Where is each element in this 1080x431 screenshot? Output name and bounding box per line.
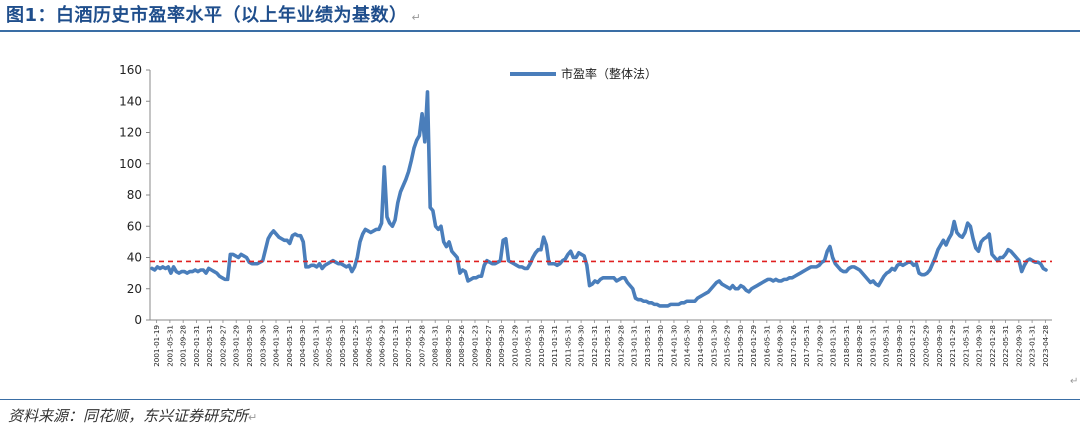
x-tick-label: 2001-01-19	[152, 325, 161, 367]
x-tick-label: 2002-05-31	[205, 325, 214, 367]
x-tick-label: 2004-01-30	[272, 325, 281, 367]
series-layer	[150, 90, 1052, 308]
y-axis-ticks: 0 20 40 60 80 100 120 140 160	[119, 63, 150, 327]
x-tick-label: 2002-09-27	[218, 325, 227, 367]
x-tick-label: 2018-01-31	[829, 325, 838, 367]
x-tick-label: 2006-05-31	[364, 325, 373, 367]
x-tick-label: 2018-09-28	[855, 325, 864, 367]
y-tick-label: 60	[127, 219, 142, 233]
x-tick-label: 2004-05-31	[285, 325, 294, 367]
x-tick-label: 2009-05-27	[484, 325, 493, 367]
x-tick-label: 2023-04-28	[1041, 325, 1050, 367]
x-tick-label: 2007-09-28	[417, 325, 426, 367]
legend-label: 市盈率（整体法）	[561, 66, 657, 81]
x-tick-label: 2013-09-30	[656, 325, 665, 367]
x-tick-label: 2011-09-30	[577, 325, 586, 367]
x-tick-label: 2004-09-30	[298, 325, 307, 367]
chart-legend: 市盈率（整体法）	[510, 66, 657, 81]
x-tick-label: 2010-05-31	[524, 325, 533, 367]
x-tick-label: 2016-01-29	[749, 325, 758, 367]
x-tick-label: 2005-01-31	[311, 325, 320, 367]
chart-axes	[149, 70, 1052, 321]
x-tick-label: 2012-05-31	[603, 325, 612, 367]
title-divider	[0, 30, 1080, 32]
x-tick-label: 2008-01-31	[431, 325, 440, 367]
figure-title-text: 图1：白酒历史市盈率水平（以上年业绩为基数）	[6, 5, 408, 26]
x-tick-label: 2022-01-28	[988, 325, 997, 367]
x-tick-label: 2003-09-30	[258, 325, 267, 367]
x-tick-label: 2020-09-30	[935, 325, 944, 367]
x-tick-label: 2021-05-31	[961, 325, 970, 367]
x-tick-label: 2010-09-30	[537, 325, 546, 367]
y-tick-label: 120	[119, 126, 142, 140]
x-tick-label: 2017-09-29	[815, 325, 824, 367]
y-tick-label: 140	[119, 94, 142, 108]
x-tick-label: 2002-01-31	[192, 325, 201, 367]
x-axis-ticks: 2001-01-19 2001-05-31 2001-09-28 2002-01-31…	[152, 320, 1050, 367]
x-tick-label: 2017-05-31	[802, 325, 811, 367]
x-tick-label: 2001-05-31	[165, 325, 174, 367]
x-tick-label: 2014-09-30	[696, 325, 705, 367]
x-tick-label: 2011-05-31	[563, 325, 572, 367]
y-tick-label: 100	[119, 157, 142, 171]
source-divider	[0, 399, 1080, 400]
x-tick-label: 2019-05-31	[882, 325, 891, 367]
x-tick-label: 2017-01-26	[789, 325, 798, 367]
x-tick-label: 2015-05-29	[723, 325, 732, 367]
x-tick-label: 2006-01-25	[351, 325, 360, 367]
x-tick-label: 2007-01-31	[391, 325, 400, 367]
pe-line-chart: 0 20 40 60 80 100 120 140 160 2001-01-19 2001-05-…	[119, 63, 1052, 367]
figure-title: 图1：白酒历史市盈率水平（以上年业绩为基数） ↵	[6, 1, 421, 27]
x-tick-label: 2015-01-30	[709, 325, 718, 367]
x-tick-label: 2009-01-23	[470, 325, 479, 367]
x-tick-label: 2011-01-31	[550, 325, 559, 367]
x-tick-label: 2005-09-30	[338, 325, 347, 367]
x-tick-label: 2016-05-31	[762, 325, 771, 367]
x-tick-label: 2019-01-31	[868, 325, 877, 367]
paragraph-mark-icon: ↵	[1070, 376, 1079, 387]
series-line-pe	[150, 90, 1048, 308]
x-tick-label: 2012-01-31	[590, 325, 599, 367]
x-tick-label: 2005-05-31	[325, 325, 334, 367]
paragraph-mark-icon: ↵	[411, 11, 422, 24]
y-tick-label: 20	[127, 282, 142, 296]
x-tick-label: 2023-01-31	[1028, 325, 1037, 367]
x-tick-label: 2021-01-29	[948, 325, 957, 367]
x-tick-label: 2014-01-30	[669, 325, 678, 367]
x-tick-label: 2013-01-31	[630, 325, 639, 367]
x-tick-label: 2006-09-29	[378, 325, 387, 367]
x-tick-label: 2008-05-30	[444, 325, 453, 367]
x-tick-label: 2021-09-30	[975, 325, 984, 367]
x-tick-label: 2020-05-29	[921, 325, 930, 367]
x-tick-label: 2013-05-31	[643, 325, 652, 367]
x-tick-label: 2020-01-23	[908, 325, 917, 367]
x-tick-label: 2008-09-26	[457, 325, 466, 367]
x-tick-label: 2022-09-30	[1014, 325, 1023, 367]
x-tick-label: 2014-05-30	[683, 325, 692, 367]
source-note: 资料来源：同花顺，东兴证券研究所↵	[8, 405, 257, 426]
paragraph-mark-icon: ↵	[248, 411, 258, 424]
x-tick-label: 2012-09-28	[616, 325, 625, 367]
x-tick-label: 2019-09-30	[895, 325, 904, 367]
y-tick-label: 160	[119, 63, 142, 77]
x-tick-label: 2003-01-29	[232, 325, 241, 367]
x-tick-label: 2003-05-30	[245, 325, 254, 367]
source-text: 资料来源：同花顺，东兴证券研究所	[8, 407, 249, 425]
x-tick-label: 2007-05-31	[404, 325, 413, 367]
x-tick-label: 2018-05-31	[842, 325, 851, 367]
x-tick-label: 2016-09-30	[776, 325, 785, 367]
x-tick-label: 2009-09-30	[497, 325, 506, 367]
x-tick-label: 2022-05-31	[1001, 325, 1010, 367]
x-tick-label: 2015-09-30	[736, 325, 745, 367]
y-tick-label: 0	[134, 313, 142, 327]
x-tick-label: 2001-09-28	[179, 325, 188, 367]
y-tick-label: 80	[127, 188, 142, 202]
y-tick-label: 40	[127, 251, 142, 265]
x-tick-label: 2010-01-29	[510, 325, 519, 367]
